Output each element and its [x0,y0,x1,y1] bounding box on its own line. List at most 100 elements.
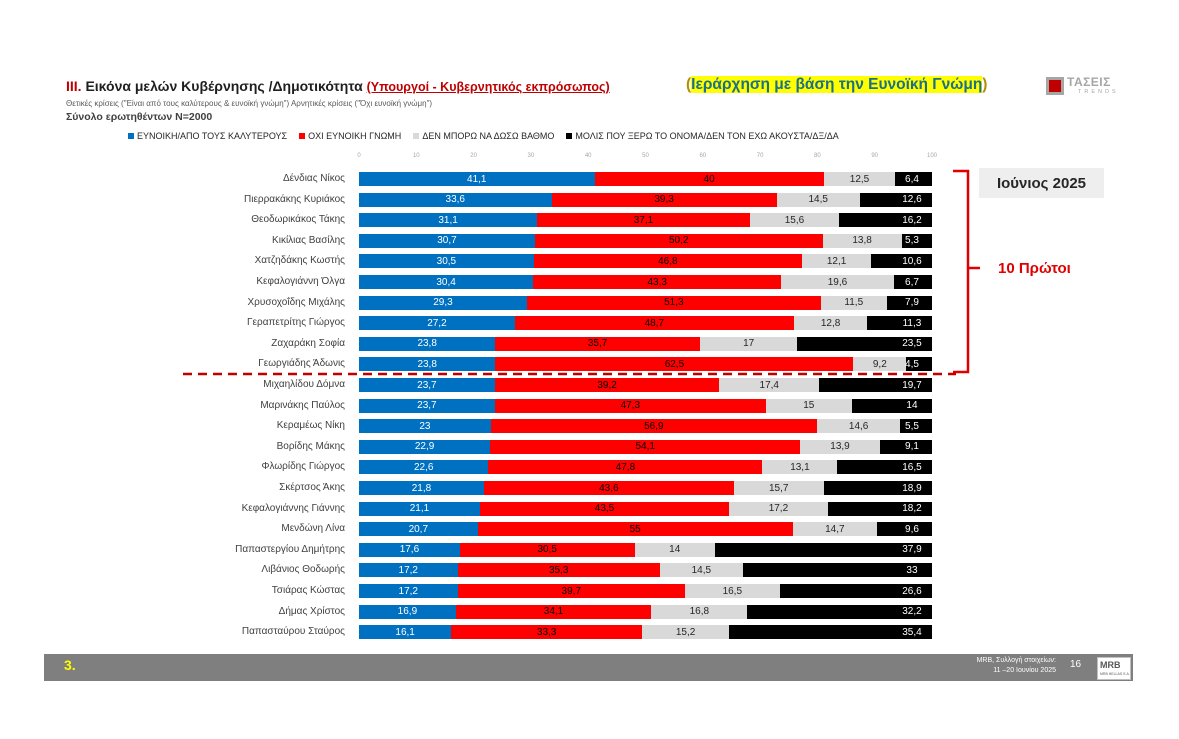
data-label: 56,9 [644,420,664,432]
sample-size: Σύνολο ερωτηθέντων Ν=2000 [66,111,213,123]
data-label: 7,9 [905,297,919,309]
data-label: 16,5 [722,585,743,597]
bar-segment-nk: 14 [851,398,932,413]
x-tick-label: 0 [357,153,361,159]
bar-segment-dk: 11,5 [820,295,887,310]
top10-bracket [953,169,970,374]
bar-segment-unf: 35,3 [457,563,660,578]
data-label: 18,2 [902,503,922,515]
bar-segment-nk: 37,9 [714,542,932,557]
category-label: Κεφαλογιάννης Γιάννης [241,502,345,514]
data-label: 17,6 [399,544,420,556]
category-label: Γεωργιάδης Άδωνις [258,358,345,370]
bar-segment-fav: 33,6 [359,192,552,207]
bar-segment-nk: 6,7 [893,275,932,289]
data-label: 47,8 [615,461,636,473]
data-label: 43,3 [647,276,667,288]
data-label: 14,7 [825,523,845,535]
period-badge: Ιούνιος 2025 [979,168,1104,198]
data-label: 12,5 [849,173,870,185]
category-label: Χρυσοχοΐδης Μιχάλης [247,296,345,308]
ranking-note: (Ιεράρχηση με βάση την Ευνοϊκή Γνώμη) [686,76,987,94]
data-label: 15,7 [768,482,789,494]
bar-segment-unf: 51,3 [526,295,821,310]
bar-segment-dk: 19,6 [781,275,894,289]
data-label: 9,1 [905,441,919,453]
bar-segment-unf: 43,5 [479,501,730,516]
bar-segment-unf: 48,7 [514,316,794,331]
category-label: Μαρινάκης Παύλος [260,399,345,411]
bar-segment-dk: 13,8 [822,233,902,248]
data-label: 5,3 [905,235,919,247]
data-label: 17,2 [398,585,418,597]
data-label: 54,1 [635,441,655,453]
logo-sub: TRENDS [1078,89,1119,95]
data-label: 20,7 [408,523,429,535]
mrb-logo-sub: MRB HELLAS S.A. [1100,672,1130,676]
bar-segment-dk: 14,5 [776,192,860,207]
data-label: 62,5 [664,358,685,370]
ranking-open: ( [686,76,692,93]
data-label: 23,7 [417,400,437,412]
bar-segment-fav: 30,4 [359,275,534,289]
data-label: 15,6 [784,214,805,226]
data-label: 48,7 [644,317,665,329]
bar-segment-unf: 39,2 [494,378,720,392]
bar-segment-dk: 17 [699,336,798,351]
data-label: 16,5 [902,461,922,473]
bar-segment-nk: 23,5 [797,336,932,351]
data-label: 35,4 [902,626,922,638]
data-label: 17 [743,338,755,350]
bar-segment-nk: 26,6 [779,584,932,598]
bar-segment-dk: 17,4 [719,378,820,392]
legend-item-cant-rate: ΔΕΝ ΜΠΟΡΩ ΝΑ ΔΩΣΩ ΒΑΘΜΟ [413,131,554,141]
data-label: 30,5 [537,544,557,556]
bar-segment-unf: 39,7 [457,584,686,598]
bar-segment-unf: 46,8 [533,254,802,269]
data-label: 39,7 [561,585,582,597]
category-label: Παπασταύρου Σταύρος [241,626,345,638]
data-label: 30,4 [436,276,456,288]
legend-label: ΔΕΝ ΜΠΟΡΩ ΝΑ ΔΩΣΩ ΒΑΘΜΟ [422,131,555,141]
data-label: 33 [906,564,918,576]
bar-segment-dk: 13,1 [762,460,838,475]
data-label: 17,2 [768,503,789,515]
data-label: 22,9 [414,441,435,453]
section-number: III. [66,78,82,94]
bar-segment-dk: 17,2 [729,501,828,516]
bar-segment-dk: 15 [765,398,852,413]
data-label: 27,2 [427,317,447,329]
bar-segment-dk: 16,5 [685,584,780,598]
data-label: 46,8 [658,255,678,267]
legend-label: ΟΧΙ ΕΥΝΟΙΚΗ ΓΝΩΜΗ [308,131,402,141]
bar-segment-nk: 18,2 [827,501,932,516]
category-label: Τσιάρας Κώστας [271,585,345,596]
bar-segment-nk: 35,4 [729,625,932,640]
bar-segment-fav: 23 [359,419,491,434]
data-label: 12,1 [826,255,847,267]
data-label: 30,7 [437,235,457,247]
bar-segment-fav: 23,8 [359,336,496,351]
data-label: 11,5 [844,297,864,309]
data-label: 15 [803,400,815,412]
data-label: 41,1 [467,173,487,185]
bar-segment-unf: 37,1 [537,213,750,228]
bar-segment-dk: 14,6 [816,419,901,434]
bar-segment-unf: 54,1 [490,439,801,454]
bar-segment-fav: 22,9 [359,439,491,454]
data-label: 16,2 [902,214,922,226]
bar-segment-fav: 29,3 [359,295,527,310]
data-label: 13,9 [830,441,850,453]
bar-segment-fav: 41,1 [359,172,595,186]
bar-segment-unf: 34,1 [455,604,652,619]
bar-segment-fav: 16,1 [359,625,452,640]
bar-segment-fav: 23,7 [359,398,495,413]
data-label: 14 [906,400,918,412]
category-label: Κεφαλογιάννη Όλγα [256,276,345,287]
data-label: 23,8 [417,358,437,370]
category-label: Γεραπετρίτης Γιώργος [247,317,345,329]
bar-segment-fav: 20,7 [359,522,478,537]
bar-segment-nk: 7,9 [886,295,932,310]
data-label: 39,2 [597,379,617,391]
